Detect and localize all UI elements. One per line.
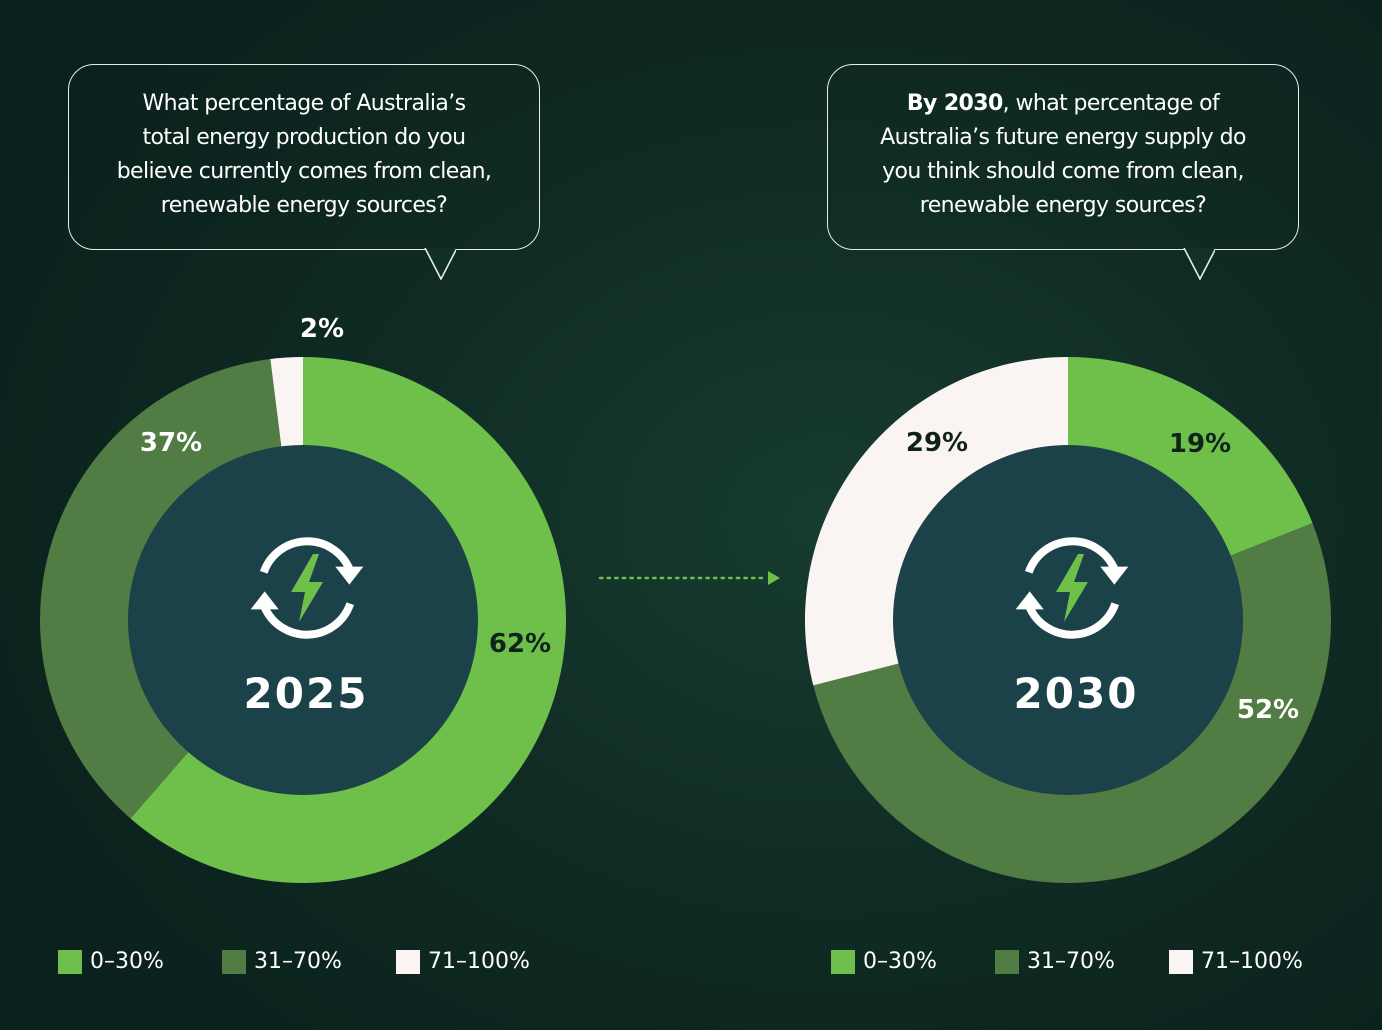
legend-label: 71–100% [428,949,530,974]
slice-label: 19% [1169,429,1231,459]
legend-item: 31–70% [995,949,1115,974]
legend-item: 71–100% [396,949,530,974]
question-rest: , what percentage of [1002,91,1220,116]
legend-item: 31–70% [222,949,342,974]
slice-label: 62% [489,629,551,659]
donut-center [128,445,478,795]
legend-item: 0–30% [831,949,937,974]
legend-swatch [58,949,82,974]
center-year-label: 2030 [1014,669,1139,718]
question-bubble-2025: What percentage of Australia’s total ene… [68,64,540,250]
donut-center [893,445,1243,795]
bubble-tail-right [1183,248,1215,280]
slice-label: 2% [300,314,344,344]
question-bubble-2030: By 2030, what percentage of Australia’s … [827,64,1299,250]
bubble-tail-left [424,248,456,280]
legend-item: 71–100% [1169,949,1303,974]
question-line: believe currently comes from clean, [116,159,492,184]
question-line: What percentage of Australia’s [142,91,466,116]
legend-swatch [396,949,420,974]
legend-swatch [995,949,1019,974]
donut-left: 62% 37% 2% 2025 [40,314,566,884]
legend-label: 31–70% [254,949,342,974]
slice-label: 29% [906,428,968,458]
renewable-energy-icon [250,537,364,639]
legend-item: 0–30% [58,949,164,974]
legend-swatch [222,949,246,974]
question-line: total energy production do you [142,125,467,150]
dotted-arrow-icon [598,571,780,585]
center-year-label: 2025 [244,669,369,718]
legend-label: 0–30% [90,949,164,974]
legend-swatch [831,949,855,974]
question-line: you think should come from clean, [882,159,1244,184]
question-line: renewable energy sources? [919,193,1207,218]
question-line: renewable energy sources? [160,193,448,218]
legend-label: 31–70% [1027,949,1115,974]
legend-label: 71–100% [1201,949,1303,974]
question-line: By 2030, what percentage of [844,87,1282,121]
question-line: Australia’s future energy supply do [880,125,1246,150]
slice-label: 37% [140,428,202,458]
legend-label: 0–30% [863,949,937,974]
legend-swatch [1169,949,1193,974]
slice-label: 52% [1237,695,1299,725]
question-bold: By 2030 [906,91,1003,116]
renewable-energy-icon [1015,537,1129,639]
donut-right: 19% 52% 29% 2030 [805,357,1331,884]
